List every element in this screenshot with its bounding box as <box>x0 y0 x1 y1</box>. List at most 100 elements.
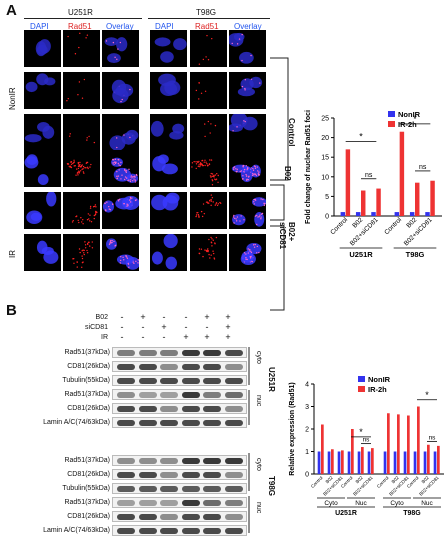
blot-band <box>160 378 178 384</box>
blot-strip <box>112 361 247 372</box>
category-label: B02+siCD81 <box>352 475 374 497</box>
blot-band <box>160 514 178 520</box>
blot-band <box>117 420 135 426</box>
blot-band <box>224 500 243 506</box>
condition-sign: + <box>204 332 210 342</box>
fraction-cyto-u251: cyto <box>255 351 262 364</box>
condition-sign: - <box>184 322 188 332</box>
bar-ir-2h <box>321 424 324 474</box>
micro-cell-dapi <box>150 72 187 109</box>
blot-row-label: Rad51(37kDa) <box>64 349 110 356</box>
blot-band <box>203 500 221 506</box>
blot-strip <box>112 511 247 522</box>
bar-ir-2h <box>361 447 364 474</box>
blot-row-label: Tubulin(55kDa) <box>62 377 110 384</box>
category-label: Control <box>376 475 390 489</box>
blot-band <box>203 378 221 384</box>
bar-ir-2h <box>430 180 435 216</box>
bar-ir-2h <box>417 406 420 474</box>
blot-strip <box>112 347 247 358</box>
micro-cell-overlay <box>229 30 266 67</box>
condition-sign: - <box>141 322 145 332</box>
blot-band <box>117 458 135 464</box>
group-label: T98G <box>406 250 425 259</box>
bar-nonir <box>403 451 407 474</box>
blot-band <box>117 486 135 492</box>
blot-row-label: Rad51(37kDa) <box>64 391 110 398</box>
blot-strip <box>112 375 247 386</box>
significance-label: ns <box>365 172 373 179</box>
significance-label: * <box>359 427 363 437</box>
significance-label: * <box>413 114 417 124</box>
group-label: U251R <box>335 510 357 516</box>
micro-cell-rad51 <box>63 30 100 67</box>
blot-band <box>160 406 178 412</box>
fraction-brackets <box>248 347 250 533</box>
condition-sign: + <box>225 312 231 322</box>
bar-ir-2h <box>361 190 366 216</box>
y-tick-label: 2 <box>305 427 309 434</box>
fraction-nuc-u251: nuc <box>255 395 262 407</box>
panel-a-letter: A <box>6 2 17 19</box>
y-tick-label: 4 <box>305 382 309 389</box>
blot-band <box>224 392 243 398</box>
blot-band <box>224 420 243 426</box>
blot-strip <box>112 455 247 466</box>
category-label: Control <box>329 216 349 236</box>
micro-cell-rad51 <box>190 30 227 67</box>
blot-band <box>117 378 135 384</box>
y-tick-label: 3 <box>305 404 309 411</box>
group-label: T98G <box>403 510 421 516</box>
micro-cell-overlay <box>229 234 266 271</box>
legend-label: IR-2h <box>368 385 387 394</box>
micro-cell-overlay <box>102 72 139 109</box>
micro-cell-overlay <box>229 150 266 187</box>
bracket-b02-sicd81 <box>270 225 285 311</box>
condition-sign: + <box>161 322 167 332</box>
micro-cell-overlay <box>102 192 139 229</box>
blot-row-label: CD81(26kDa) <box>67 405 110 412</box>
blot-band <box>181 350 200 356</box>
blot-band <box>203 364 221 370</box>
side-label-nonir: NonIR <box>8 87 17 110</box>
bar-nonir <box>367 451 371 474</box>
blot-band <box>138 486 157 492</box>
blot-band <box>181 420 200 426</box>
blot-strip <box>112 417 247 428</box>
fraction-nuc-t98: nuc <box>255 502 262 514</box>
cell-label-t98g: T98G <box>267 476 276 497</box>
condition-sign: - <box>141 332 145 342</box>
bar-nonir <box>357 451 361 474</box>
blot-band <box>181 472 200 478</box>
blot-band <box>224 472 243 478</box>
blot-band <box>181 392 200 398</box>
y-tick-label: 5 <box>325 194 329 201</box>
y-tick-label: 15 <box>321 155 329 162</box>
blot-band <box>117 500 135 506</box>
bar-nonir <box>355 212 361 216</box>
blot-band <box>117 364 135 370</box>
panel-b-letter: B <box>6 302 17 319</box>
chart-a: 0 5 10 15 20 25 Fold change of nuclear Rad51 f… <box>305 110 442 259</box>
micro-cell-overlay <box>229 72 266 109</box>
micro-cell-rad51 <box>63 114 100 151</box>
micro-cell-dapi <box>24 114 61 151</box>
micro-cell-dapi <box>150 192 187 229</box>
bar-nonir <box>327 451 331 474</box>
blot-band <box>224 350 243 356</box>
fraction-label: Cyto <box>390 500 404 507</box>
blot-band <box>203 406 221 412</box>
blot-band <box>181 500 200 506</box>
legend-swatch <box>388 111 395 117</box>
blot-band <box>203 458 221 464</box>
blot-band <box>203 528 221 534</box>
col-rad51-2: Rad51 <box>195 22 219 31</box>
condition-sign: + <box>140 312 146 322</box>
blot-band <box>117 406 135 412</box>
blot-strip <box>112 497 247 508</box>
bar-ir-2h <box>427 444 430 474</box>
blot-band <box>117 472 135 478</box>
blot-band <box>181 486 200 492</box>
legend-label: IR-2h <box>398 120 417 129</box>
legend-label: NonIR <box>398 110 421 119</box>
